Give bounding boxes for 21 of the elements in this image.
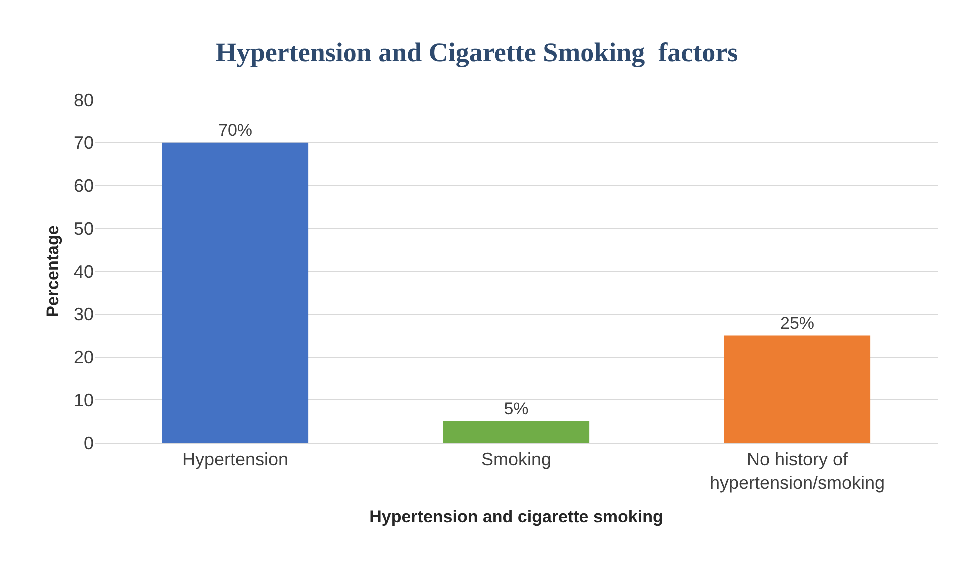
y-tick-label: 40 (74, 262, 94, 282)
data-label: 70% (218, 120, 253, 140)
y-tick-label: 60 (74, 176, 94, 196)
chart-title: Hypertension and Cigarette Smoking factors (216, 37, 738, 68)
y-tick-label: 70 (74, 133, 94, 154)
bar (443, 422, 590, 443)
y-tick-label: 0 (84, 433, 94, 454)
data-label: 25% (780, 314, 815, 333)
y-tick-label: 80 (74, 90, 94, 110)
y-tick-label: 30 (74, 304, 94, 325)
data-label: 5% (504, 400, 529, 419)
y-tick-label: 50 (74, 218, 94, 239)
bar (162, 142, 309, 443)
y-tick-label: 20 (74, 348, 94, 368)
x-tick-label: Hypertension (182, 450, 289, 470)
y-tick-label: 10 (74, 390, 94, 410)
x-axis-title: Hypertension and cigarette smoking (370, 507, 664, 526)
bar (724, 336, 871, 443)
y-axis-title: Percentage (44, 226, 63, 318)
x-tick-label: Smoking (481, 450, 552, 470)
x-tick-label: No history of hypertension/smoking (710, 450, 886, 493)
